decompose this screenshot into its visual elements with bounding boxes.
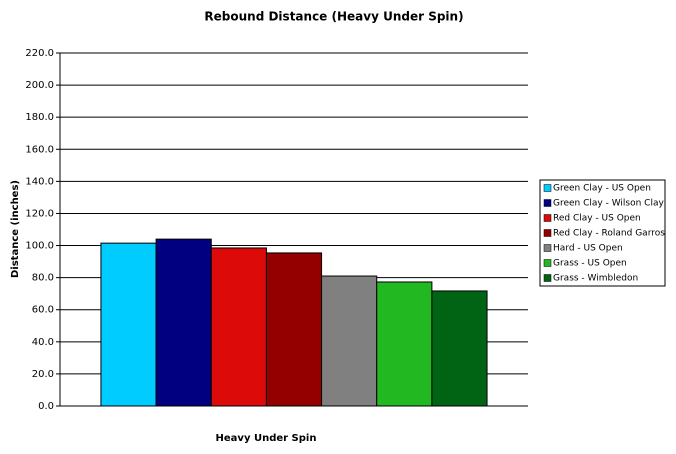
y-tick-label: 140.0 — [25, 176, 54, 187]
legend-box — [539, 179, 666, 287]
legend-label: Grass - US Open — [553, 259, 627, 269]
legend-swatch — [543, 244, 552, 252]
y-tick-label: 60.0 — [32, 305, 54, 316]
y-tick-label: 220.0 — [25, 48, 54, 59]
legend-swatch — [543, 184, 552, 192]
chart-title: Rebound Distance (Heavy Under Spin) — [204, 10, 463, 24]
y-axis-title: Distance (inches) — [10, 180, 21, 278]
x-tick-label: Heavy Under Spin — [216, 433, 317, 444]
legend-label: Hard - US Open — [553, 244, 623, 254]
legend-swatch — [543, 214, 552, 222]
y-tick-label: 200.0 — [25, 80, 54, 91]
y-tick-label: 120.0 — [25, 208, 54, 219]
bar — [321, 275, 378, 407]
y-tick-label: 0.0 — [38, 401, 54, 412]
legend-label: Grass - Wimbledon — [553, 274, 638, 284]
bar — [210, 247, 267, 407]
legend-swatch — [543, 229, 552, 237]
bar — [100, 242, 157, 407]
y-tick-label: 160.0 — [25, 144, 54, 155]
legend-label: Red Clay - Roland Garros — [553, 229, 665, 239]
y-tick-label: 20.0 — [32, 369, 54, 380]
legend-label: Green Clay - US Open — [553, 184, 651, 194]
y-tick-label: 100.0 — [25, 241, 54, 252]
bar — [155, 238, 212, 407]
legend-swatch — [543, 259, 552, 267]
legend-label: Green Clay - Wilson Clay — [553, 199, 664, 209]
y-tick-label: 40.0 — [32, 337, 54, 348]
y-tick-label: 180.0 — [25, 112, 54, 123]
y-tick-label: 80.0 — [32, 273, 54, 284]
bar — [376, 281, 433, 407]
legend-swatch — [543, 274, 552, 282]
bar — [431, 290, 488, 407]
bar — [265, 252, 323, 407]
legend-label: Red Clay - US Open — [553, 214, 641, 224]
legend-swatch — [543, 199, 552, 207]
